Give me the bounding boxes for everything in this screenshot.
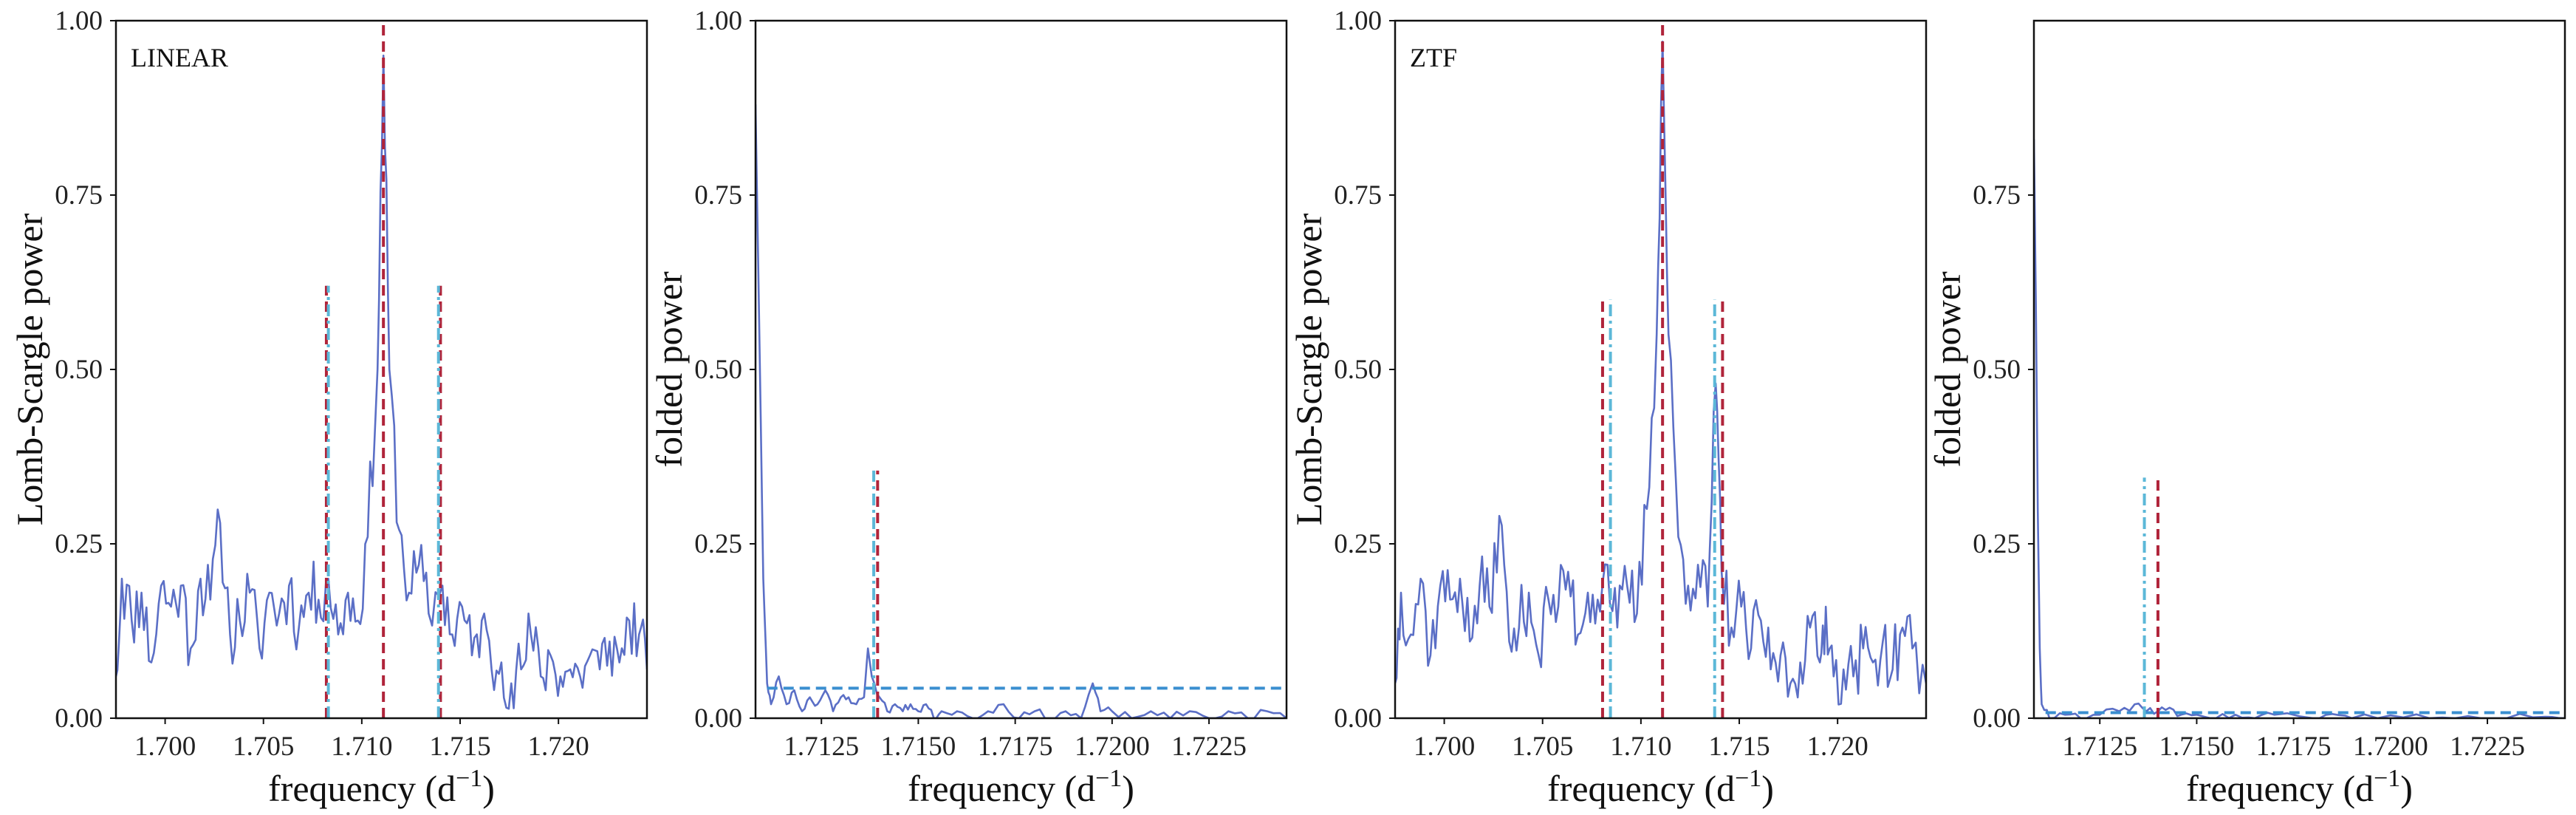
periodogram-line — [1395, 41, 1926, 706]
x-tick-label: 1.7150 — [2159, 732, 2235, 762]
x-axis-label-text: frequency (d — [908, 768, 1095, 809]
axes-frame — [754, 19, 1288, 720]
panel-survey-label: ZTF — [1410, 43, 1457, 72]
chart-panel-1: 1.700 1.705 1.710 1.715 1.720 0.00 0.25 0.50 0.7… — [9, 6, 648, 809]
y-tick-label: 0.25 — [55, 529, 103, 559]
x-tick-label: 1.7125 — [784, 732, 859, 762]
periodogram-line — [116, 54, 647, 710]
x-tick-label: 1.700 — [134, 732, 196, 762]
y-axis-label: folded power — [648, 271, 690, 468]
x-axis-label-text: frequency (d — [1547, 768, 1735, 809]
x-tick-label: 1.7225 — [1171, 732, 1247, 762]
y-tick-label: 0.50 — [1973, 355, 2021, 385]
x-tick-label: 1.720 — [1807, 732, 1868, 762]
x-tick-label: 1.7175 — [978, 732, 1053, 762]
y-tick-label: 0.75 — [55, 180, 103, 211]
x-axis-label-close: ) — [482, 768, 495, 809]
y-tick-label: 0.00 — [55, 703, 103, 734]
y-tick-label: 0.00 — [1334, 703, 1382, 734]
x-tick-label: 1.705 — [1512, 732, 1573, 762]
plot-area — [2034, 139, 2565, 718]
y-tick-label: 1.00 — [55, 6, 103, 36]
x-axis-label-exponent: −1 — [456, 765, 482, 792]
y-tick-label: 0.25 — [694, 529, 742, 559]
y-tick-label: 0.25 — [1334, 529, 1382, 559]
plot-area — [116, 21, 647, 718]
x-tick-label: 1.720 — [528, 732, 589, 762]
y-tick-label: 1.00 — [1334, 6, 1382, 36]
y-tick-label: 0.50 — [1334, 355, 1382, 385]
x-axis-label-close: ) — [2400, 768, 2413, 809]
y-tick-label: 0.25 — [1973, 529, 2021, 559]
x-axis-label: frequency (d−1) — [2186, 765, 2413, 809]
x-tick-label: 1.7225 — [2450, 732, 2525, 762]
x-axis-label-exponent: −1 — [1735, 765, 1761, 792]
x-axis-label-text: frequency (d — [2186, 768, 2374, 809]
x-axis-label-close: ) — [1122, 768, 1134, 809]
x-tick-label: 1.700 — [1414, 732, 1475, 762]
chart-panel-3: 1.700 1.705 1.710 1.715 1.720 0.00 0.25 0.50 0.7… — [1288, 6, 1928, 809]
x-tick-label: 1.7175 — [2256, 732, 2332, 762]
periodogram-line — [756, 104, 1287, 718]
x-tick-label: 1.715 — [1708, 732, 1770, 762]
x-tick-label: 1.7150 — [881, 732, 956, 762]
x-axis-label-exponent: −1 — [2374, 765, 2400, 792]
x-tick-label: 1.715 — [429, 732, 490, 762]
chart-panel-2: 1.7125 1.7150 1.7175 1.7200 1.7225 0.00 0.25 0.… — [648, 6, 1288, 809]
x-tick-label: 1.710 — [1610, 732, 1671, 762]
y-tick-label: 0.75 — [1973, 180, 2021, 211]
plot-area — [1395, 21, 1926, 718]
y-tick-label: 0.00 — [1973, 703, 2021, 734]
y-tick-label: 0.00 — [694, 703, 742, 734]
plot-area — [756, 104, 1287, 718]
panel-survey-label: LINEAR — [131, 43, 228, 72]
y-tick-label: 0.75 — [694, 180, 742, 211]
periodogram-line — [2034, 139, 2565, 718]
x-tick-label: 1.705 — [233, 732, 294, 762]
x-axis-label: frequency (d−1) — [268, 765, 495, 809]
y-axis-label: Lomb-Scargle power — [1288, 213, 1329, 525]
y-tick-label: 0.50 — [694, 355, 742, 385]
y-axis-label: Lomb-Scargle power — [9, 213, 50, 525]
x-tick-label: 1.7125 — [2062, 732, 2137, 762]
x-axis-label-text: frequency (d — [268, 768, 456, 809]
axes-frame — [2032, 19, 2566, 720]
x-axis-label-close: ) — [1761, 768, 1774, 809]
x-axis-label-exponent: −1 — [1095, 765, 1122, 792]
x-tick-label: 1.710 — [331, 732, 392, 762]
y-tick-label: 0.50 — [55, 355, 103, 385]
x-tick-label: 1.7200 — [1075, 732, 1150, 762]
x-axis-label: frequency (d−1) — [908, 765, 1134, 809]
y-tick-label: 0.75 — [1334, 180, 1382, 211]
y-axis-label: folded power — [1927, 271, 1968, 468]
x-tick-label: 1.7200 — [2353, 732, 2428, 762]
y-tick-label: 1.00 — [694, 6, 742, 36]
chart-panel-4: 1.7125 1.7150 1.7175 1.7200 1.7225 0.00 0.25 0.… — [1927, 19, 2566, 809]
x-axis-label: frequency (d−1) — [1547, 765, 1774, 809]
